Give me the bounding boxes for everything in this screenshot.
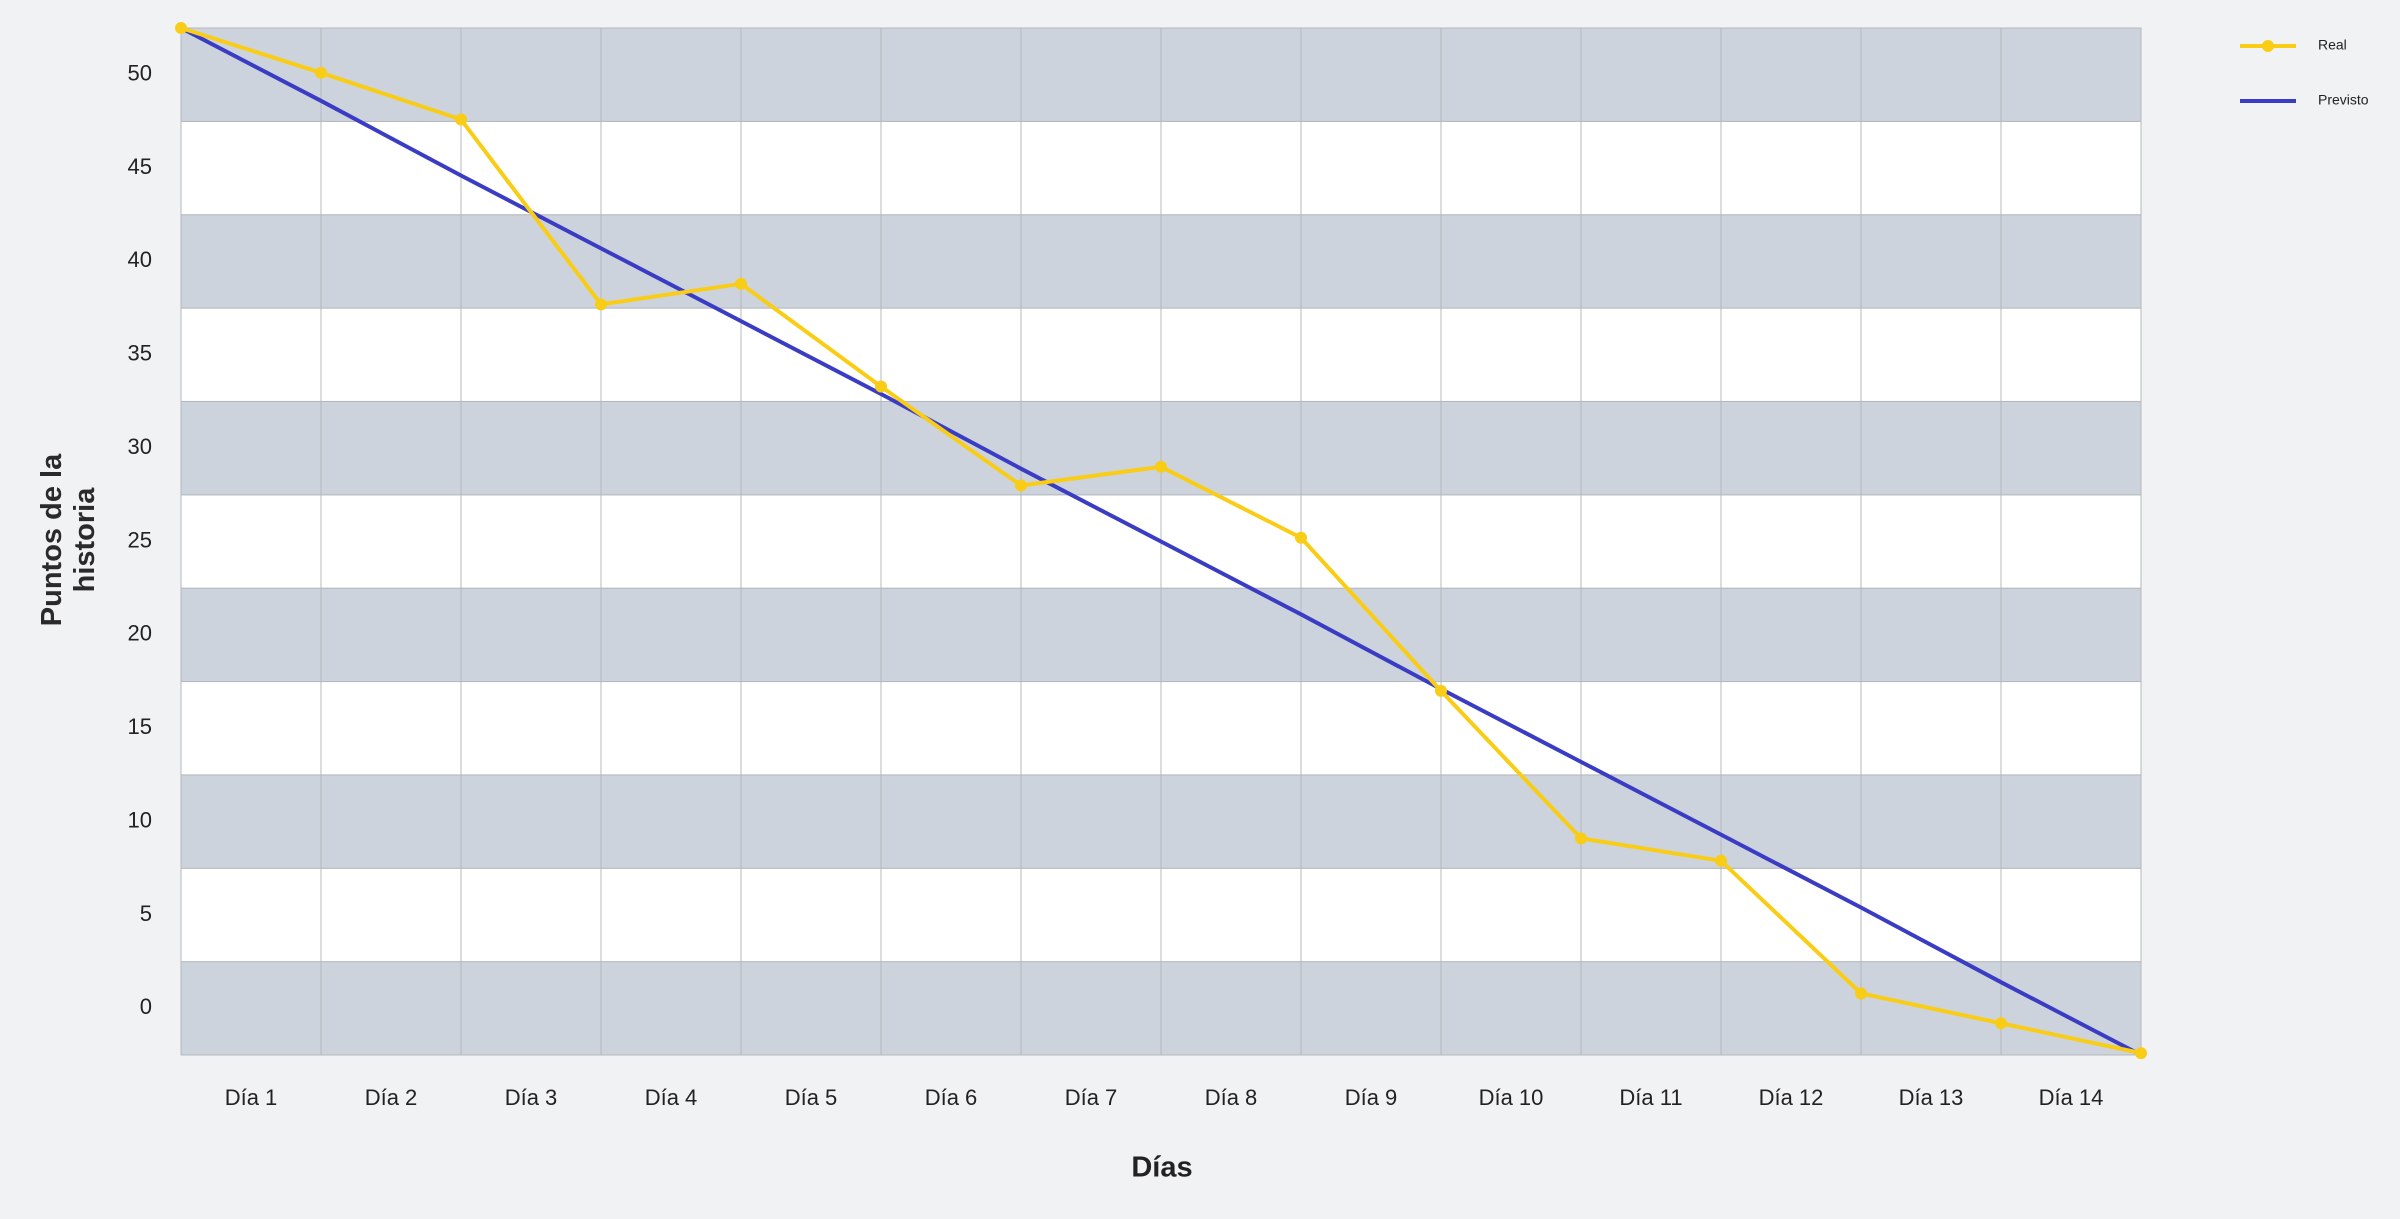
y-tick-label: 40 — [128, 247, 152, 272]
y-tick-label: 45 — [128, 154, 152, 179]
x-tick-label: Día 13 — [1899, 1085, 1964, 1110]
x-tick-label: Día 3 — [505, 1085, 558, 1110]
x-axis-label: Días — [1131, 1152, 1192, 1184]
x-tick-label: Día 2 — [365, 1085, 418, 1110]
y-tick-label: 0 — [140, 994, 152, 1019]
x-tick-label: Día 1 — [225, 1085, 278, 1110]
point — [2135, 1047, 2147, 1060]
point — [1155, 460, 1167, 473]
y-tick-label: 5 — [140, 901, 152, 926]
legend-label: Previsto — [2318, 92, 2369, 108]
point — [1435, 684, 1447, 697]
x-tick-label: Día 11 — [1619, 1085, 1682, 1110]
x-tick-label: Día 6 — [925, 1085, 978, 1110]
series-line — [180, 26, 2142, 1057]
point — [175, 22, 187, 34]
y-tick-label: 50 — [128, 60, 152, 85]
point — [1715, 854, 1727, 867]
y-tick-label: 25 — [128, 527, 152, 552]
legend-label: Real — [2318, 37, 2347, 53]
y-tick-label: 30 — [128, 434, 152, 459]
x-tick-label: Día 7 — [1065, 1085, 1118, 1110]
point — [875, 380, 887, 393]
point — [455, 113, 467, 126]
point — [735, 277, 747, 290]
x-tick-label: Día 8 — [1205, 1085, 1258, 1110]
point — [1995, 1017, 2007, 1030]
x-tick-label: Día 9 — [1345, 1085, 1398, 1110]
point — [595, 298, 607, 311]
point — [1575, 832, 1587, 845]
x-tick-label: Día 5 — [785, 1085, 838, 1110]
point — [1015, 479, 1027, 492]
x-tick-label: Día 12 — [1759, 1085, 1824, 1110]
point — [1295, 531, 1307, 544]
point — [315, 66, 327, 79]
y-tick-label: 35 — [128, 341, 152, 366]
y-tick-label: 10 — [128, 807, 152, 832]
x-tick-label: Día 10 — [1479, 1085, 1544, 1110]
x-tick-label: Día 14 — [2039, 1085, 2104, 1110]
y-tick-label: 20 — [128, 621, 152, 646]
x-tick-label: Día 4 — [645, 1085, 698, 1110]
legend-marker — [2262, 40, 2274, 52]
y-axis-label: Puntos de la historia — [36, 453, 101, 627]
y-tick-label: 15 — [128, 714, 152, 739]
point — [1855, 987, 1867, 1000]
